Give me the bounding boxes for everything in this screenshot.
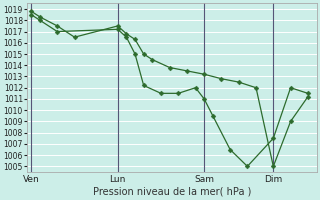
X-axis label: Pression niveau de la mer( hPa ): Pression niveau de la mer( hPa )	[92, 187, 251, 197]
